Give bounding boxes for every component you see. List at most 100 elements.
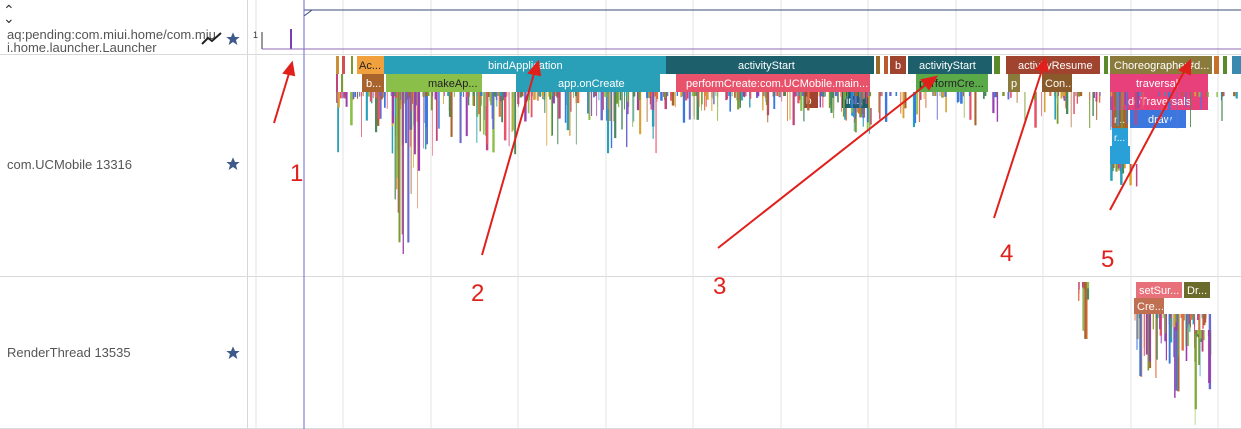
trace-stripe (444, 92, 445, 96)
trace-stripe (517, 92, 520, 105)
trace-stripe (551, 92, 553, 136)
trace-stripe (587, 92, 589, 114)
trace-stripe (539, 92, 541, 97)
trace-stripe (713, 92, 715, 105)
trace-stripe (1122, 92, 1124, 106)
trace-stripe (1110, 92, 1112, 130)
trace-stripe (1186, 314, 1189, 346)
trace-stripe (727, 92, 729, 100)
trace-stripe (859, 92, 862, 118)
trace-stripe (1136, 314, 1138, 350)
trace-stripe (598, 92, 600, 101)
trace-stripe (1089, 92, 1091, 128)
trace-stripe (869, 92, 872, 97)
trace-stripe (1121, 164, 1123, 169)
trace-stripe (701, 92, 703, 105)
timeline-area[interactable]: 1 Ac... bindApplication activityStart b … (248, 0, 1241, 429)
trace-stripe (557, 92, 559, 145)
dense-slices (336, 92, 1238, 425)
trace-stripe (544, 92, 546, 113)
trace-stripe (337, 92, 339, 153)
trace-stripe (575, 92, 577, 145)
trace-stripe (394, 92, 396, 200)
trace-stripe (682, 92, 686, 123)
star-icon[interactable] (225, 31, 241, 47)
trace-stripe (411, 92, 413, 111)
trace-stripe (1121, 92, 1123, 129)
trace-stripe (1123, 164, 1126, 169)
trace-stripe (480, 92, 482, 106)
trend-line-icon[interactable] (201, 31, 223, 47)
trace-stripe (372, 92, 374, 99)
trace-stripe (655, 92, 657, 154)
trace-stripe (762, 92, 764, 111)
slice-traversal (1110, 74, 1208, 92)
trace-stripe (725, 92, 728, 101)
trace-stripe (1082, 282, 1084, 288)
trace-stripe (511, 92, 513, 132)
trace-stripe (405, 92, 407, 101)
trace-stripe (749, 92, 751, 108)
slice-activity-start-2 (908, 56, 992, 74)
trace-stripe (423, 92, 424, 149)
trace-stripe (881, 92, 883, 97)
trace-stripe (818, 92, 820, 97)
trace-stripe (594, 92, 597, 96)
trace-stripe (430, 92, 433, 111)
trace-stripe (1199, 330, 1201, 377)
star-icon[interactable] (225, 345, 241, 361)
trace-stripe (674, 92, 676, 108)
trace-stripe (607, 92, 609, 109)
trace-stripe (404, 92, 408, 144)
trace-stripe (604, 92, 607, 97)
trace-stripe (350, 92, 353, 126)
collapse-icon[interactable]: ⌃ (3, 2, 15, 18)
trace-stripe (613, 92, 615, 96)
trace-stripe (1174, 314, 1177, 323)
trace-stripe (731, 92, 733, 97)
trace-stripe (862, 108, 865, 118)
trace-stripe (1010, 92, 1012, 98)
trace-stripe (650, 92, 652, 110)
trace-stripe (558, 92, 561, 119)
trace-stripe (1205, 314, 1207, 319)
arrow-head-icon (527, 59, 542, 77)
track-title-line2: i.home.launcher.Launcher (7, 40, 157, 55)
trace-stripe (497, 92, 499, 96)
trace-stripe (609, 92, 612, 121)
trace-stripe (1060, 92, 1063, 99)
slice-label: Ac... (359, 60, 381, 72)
trace-stripe (1176, 92, 1178, 129)
trace-stripe (1194, 330, 1197, 410)
expand-icon[interactable]: ⌄ (3, 10, 15, 26)
trace-stripe (1084, 282, 1087, 339)
trace-stripe (822, 92, 825, 97)
trace-stripe (632, 92, 636, 97)
trace-stripe (784, 92, 786, 96)
slice-label: activityStart (919, 60, 976, 72)
trace-stripe (357, 92, 359, 99)
trace-stripe (1063, 92, 1067, 101)
star-icon[interactable] (225, 156, 241, 172)
slice-label: performCre... (919, 78, 984, 90)
slice-label: setSur... (1139, 285, 1179, 297)
trace-stripe (1203, 314, 1206, 326)
trace-stripe (1145, 314, 1149, 355)
trace-stripe (1208, 330, 1211, 383)
trace-stripe (632, 92, 634, 127)
trace-stripe (427, 92, 430, 96)
trace-stripe (401, 92, 403, 235)
trace-stripe (1171, 314, 1172, 338)
slice-con (1042, 74, 1072, 92)
trace-stripe (391, 92, 394, 124)
trace-stripe (845, 108, 847, 121)
track-title-line1: aq:pending:com.miui.home/com.miu (7, 27, 216, 42)
trace-stripe (554, 92, 556, 96)
trace-stripe (819, 92, 821, 108)
slice-bind-application (384, 56, 666, 74)
trace-stripe (342, 92, 344, 99)
arrow-head-icon (920, 75, 939, 91)
trace-stripe (939, 92, 941, 96)
trace-stripe (691, 92, 693, 97)
trace-stripe (564, 92, 567, 123)
